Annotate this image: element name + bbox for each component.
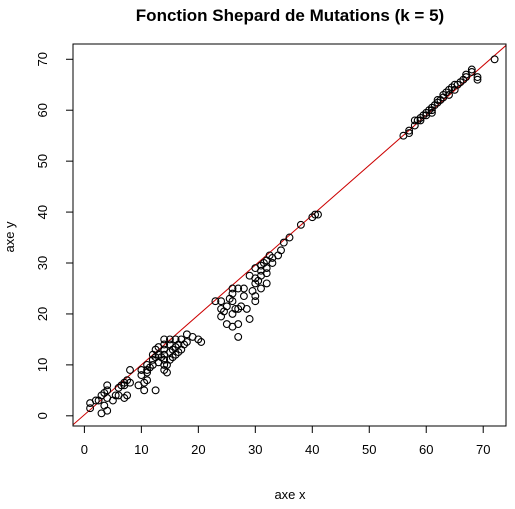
data-point [123, 391, 132, 400]
x-tick-label: 70 [476, 442, 490, 457]
data-point [251, 297, 260, 306]
data-point [251, 292, 260, 301]
data-point [217, 297, 226, 306]
data-point [242, 304, 251, 313]
x-tick-label: 10 [134, 442, 148, 457]
y-tick-label: 20 [35, 307, 50, 321]
data-point [467, 68, 476, 76]
data-point [262, 269, 271, 278]
data-point [103, 381, 112, 390]
data-points [86, 55, 499, 418]
data-point [277, 246, 285, 255]
data-point [285, 233, 294, 242]
data-point [279, 238, 288, 247]
data-point [182, 338, 191, 346]
data-point [222, 302, 231, 311]
data-point [197, 338, 206, 346]
x-tick-label: 60 [419, 442, 433, 457]
data-point [262, 279, 271, 288]
data-point [296, 220, 305, 229]
data-point [126, 366, 134, 374]
data-point [211, 297, 220, 306]
data-point [111, 391, 120, 400]
data-point [274, 251, 283, 260]
data-point [163, 368, 171, 377]
y-tick-label: 70 [35, 52, 50, 66]
data-point [473, 75, 482, 84]
data-point [405, 126, 414, 135]
chart-title: Fonction Shepard de Mutations (k = 5) [136, 6, 444, 25]
data-point [217, 312, 226, 321]
y-tick-label: 0 [35, 412, 50, 419]
data-point [234, 284, 243, 293]
x-tick-label: 20 [191, 442, 205, 457]
data-point [165, 335, 174, 344]
data-point [160, 335, 169, 344]
data-point [100, 401, 109, 410]
y-tick-label: 50 [35, 154, 50, 168]
data-point [228, 297, 237, 306]
data-point [234, 332, 243, 341]
data-point [314, 210, 322, 219]
data-point [405, 129, 414, 138]
data-point [91, 396, 100, 405]
y-axis-label: axe y [2, 221, 17, 253]
data-point [473, 73, 482, 82]
data-point [311, 210, 320, 219]
x-tick-label: 0 [81, 442, 88, 457]
data-point [228, 284, 237, 293]
x-tick-label: 40 [305, 442, 319, 457]
data-point [228, 289, 237, 298]
data-point [103, 406, 112, 415]
data-point [126, 378, 134, 387]
data-point [143, 376, 152, 385]
data-point [257, 284, 265, 293]
data-point [427, 108, 436, 117]
x-axis: 0 10 20 30 40 50 60 70 [81, 425, 490, 457]
data-point [262, 264, 271, 273]
data-point [445, 90, 453, 99]
y-tick-label: 10 [35, 358, 50, 372]
y-tick-label: 60 [35, 103, 50, 117]
data-point [234, 320, 243, 329]
data-point [245, 315, 254, 323]
data-point [86, 404, 95, 413]
y-axis: 0 10 20 30 40 50 60 70 [35, 52, 74, 419]
data-point [467, 65, 476, 74]
data-point [268, 259, 277, 267]
x-tick-label: 30 [248, 442, 262, 457]
data-point [239, 292, 248, 301]
data-point [239, 284, 248, 293]
data-point [462, 73, 471, 82]
x-tick-label: 50 [362, 442, 376, 457]
data-point [151, 386, 160, 395]
data-point [160, 360, 169, 369]
data-point [103, 386, 112, 395]
plot-area [73, 45, 506, 426]
data-point [490, 55, 499, 64]
data-point [160, 340, 169, 349]
x-axis-label: axe x [274, 487, 306, 502]
y-tick-label: 40 [35, 205, 50, 219]
data-point [140, 386, 149, 395]
y-tick-label: 30 [35, 256, 50, 270]
